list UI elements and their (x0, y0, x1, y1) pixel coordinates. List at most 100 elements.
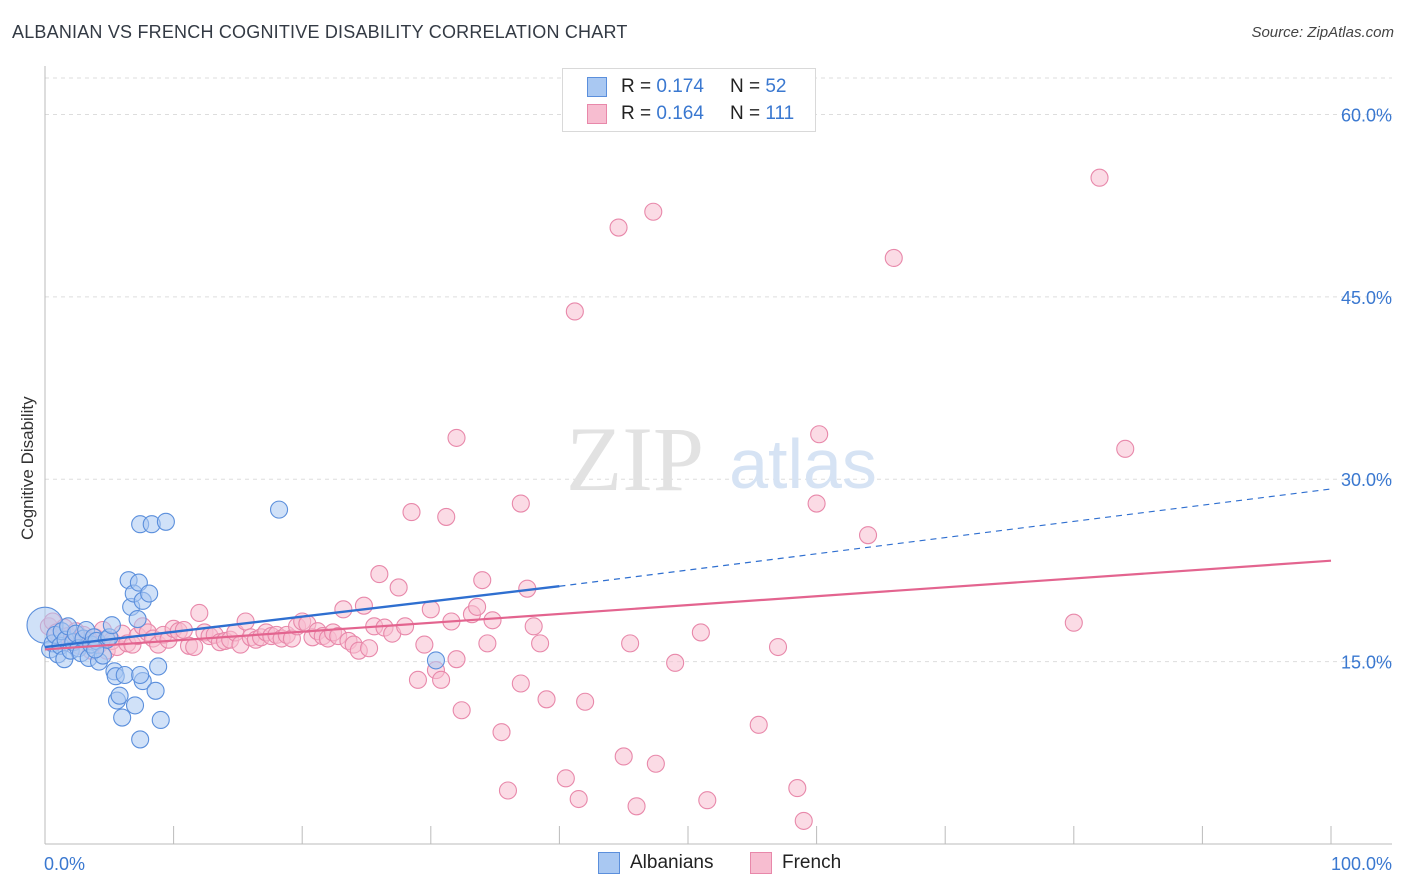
french-point (468, 597, 487, 616)
legend-swatch-albanians (587, 77, 607, 97)
legend-r-value: 0.174 (656, 76, 704, 97)
french-point (354, 596, 373, 615)
french-point (483, 611, 502, 630)
french-point (1090, 168, 1109, 187)
french-point (511, 494, 530, 513)
albanian-point (86, 640, 105, 659)
y-tick-label: 45.0% (1341, 288, 1392, 308)
french-point (614, 747, 633, 766)
french-point (421, 600, 440, 619)
albanian-point (426, 651, 445, 670)
stats-legend: R = 0.174 N = 52 R = 0.164 N = 111 (562, 68, 816, 132)
french-point (810, 425, 829, 444)
french-point (185, 637, 204, 657)
french-point (473, 571, 492, 590)
legend-swatch-french (750, 852, 772, 874)
albanian-point (131, 665, 150, 685)
legend-n-label: N = (729, 103, 761, 124)
french-point (432, 670, 451, 689)
grid-layer (45, 77, 1392, 663)
french-point (492, 723, 511, 742)
albanian-point (149, 657, 168, 676)
french-point (576, 692, 595, 711)
x-tick-label: 100.0% (1331, 854, 1392, 874)
albanian-trend-extension (559, 488, 1332, 587)
albanian-point (102, 616, 121, 635)
albanian-point (146, 681, 165, 700)
y-tick-label: 60.0% (1341, 105, 1392, 125)
french-point (749, 715, 768, 734)
french-point (396, 617, 415, 636)
french-point (452, 701, 471, 720)
albanian-point (125, 696, 145, 715)
legend-label-albanians: Albanians (630, 852, 714, 873)
french-point (334, 600, 353, 619)
french-point (807, 494, 826, 513)
french-point (768, 637, 788, 657)
watermark: ZIP atlas (566, 408, 877, 510)
french-point (511, 674, 530, 693)
tick-labels: 15.0% 30.0% 45.0% 60.0% 0.0% 100.0% (44, 105, 1392, 874)
legend-r-label: R = (621, 103, 652, 124)
french-point (858, 526, 878, 545)
french-point (437, 507, 456, 526)
albanian-point (110, 686, 129, 705)
albanian-point (115, 665, 134, 685)
french-point (556, 769, 575, 788)
albanian-point (131, 730, 150, 749)
y-axis-title: Cognitive Disability (18, 396, 37, 540)
y-tick-label: 15.0% (1341, 653, 1392, 673)
source-label: Source: ZipAtlas.com (1251, 24, 1394, 41)
legend-row-french: R = 0.164 N = 111 (587, 101, 794, 127)
legend-r-value: 0.164 (656, 103, 704, 124)
legend-swatch-albanians (598, 852, 620, 874)
legend-n-value: 111 (765, 103, 795, 124)
french-point (644, 202, 663, 221)
french-point (788, 779, 807, 798)
french-point (498, 781, 518, 800)
french-point (389, 578, 408, 597)
trend-lines (44, 488, 1332, 651)
watermark-zip: ZIP (566, 408, 704, 510)
legend-item-french: French (750, 852, 841, 874)
legend-label-french: French (782, 852, 842, 873)
albanian-point (156, 512, 175, 531)
french-point (609, 218, 628, 237)
french-point (666, 653, 685, 672)
albanian-trend-line (44, 585, 560, 649)
french-point (531, 634, 550, 653)
french-point (1116, 439, 1135, 458)
legend-row-albanians: R = 0.174 N = 52 (587, 74, 786, 100)
french-point (537, 690, 556, 709)
french-point (402, 503, 421, 522)
legend-item-albanians: Albanians (598, 852, 713, 874)
french-point (646, 754, 665, 773)
french-trend-line (44, 559, 1332, 651)
french-point (524, 617, 543, 636)
albanian-point (128, 610, 147, 629)
legend-n-value: 52 (765, 76, 787, 97)
legend-r-label: R = (621, 76, 652, 97)
y-tick-label: 30.0% (1341, 470, 1392, 490)
french-point (408, 670, 427, 689)
french-point (565, 302, 584, 321)
french-point (621, 634, 640, 653)
french-point (698, 791, 717, 810)
french-point (1064, 613, 1083, 632)
albanian-points (26, 500, 445, 749)
french-point (569, 789, 588, 809)
chart-title: ALBANIAN VS FRENCH COGNITIVE DISABILITY … (12, 22, 628, 42)
french-point (794, 811, 813, 830)
legend-n-label: N = (729, 76, 761, 97)
french-point (415, 635, 434, 654)
french-point (370, 565, 389, 584)
french-point (691, 623, 710, 642)
watermark-atlas: atlas (729, 425, 877, 503)
french-point (447, 650, 466, 669)
albanian-point (140, 584, 159, 603)
french-point (884, 248, 903, 267)
series-legend: Albanians French (0, 852, 1406, 878)
french-point (360, 639, 379, 658)
french-point (447, 428, 466, 447)
